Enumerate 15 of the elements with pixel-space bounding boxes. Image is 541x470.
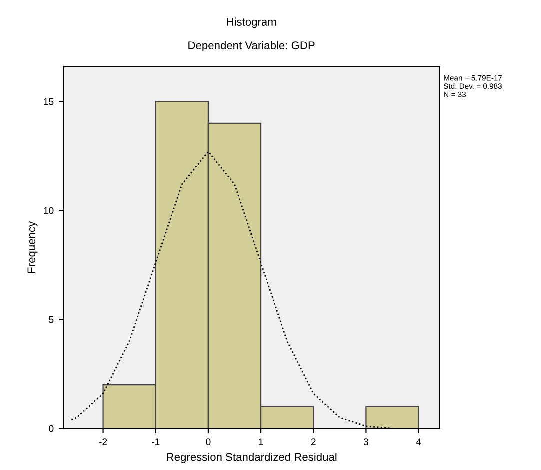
- x-tick-label: -2: [99, 438, 108, 446]
- chart-subtitle: Dependent Variable: GDP: [188, 41, 315, 52]
- y-tick-label: 10: [44, 207, 54, 214]
- x-tick-label: 2: [311, 438, 316, 446]
- x-tick-label: 1: [259, 438, 264, 446]
- x-tick-label: 0: [206, 438, 211, 446]
- chart-title: Histogram: [227, 18, 276, 28]
- x-tick-label: 4: [416, 438, 422, 446]
- x-tick-label: -1: [152, 438, 160, 446]
- y-axis-title: Frequency: [28, 221, 38, 274]
- y-tick-label: 15: [44, 98, 54, 106]
- y-tick-label: 0: [49, 425, 54, 432]
- y-tick-label: 5: [49, 316, 54, 324]
- x-tick-label: 3: [364, 438, 368, 446]
- x-axis-title: Regression Standardized Residual: [167, 452, 337, 464]
